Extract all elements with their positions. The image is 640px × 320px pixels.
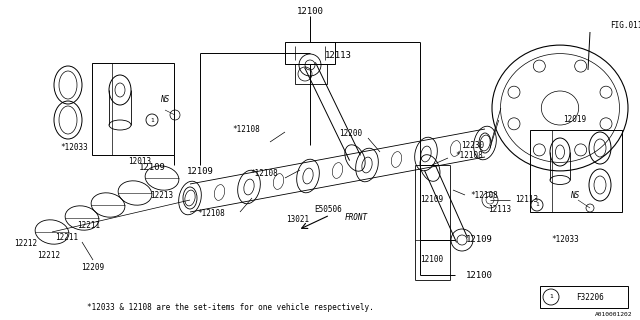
Text: *12033 & 12108 are the set-items for one vehicle respectively.: *12033 & 12108 are the set-items for one… — [86, 302, 373, 311]
Text: 12100: 12100 — [466, 270, 493, 279]
Text: 12109: 12109 — [187, 167, 213, 177]
Text: 12109: 12109 — [466, 236, 493, 244]
Text: NS: NS — [570, 190, 580, 199]
Text: 12200: 12200 — [339, 130, 362, 139]
Text: 12113: 12113 — [515, 196, 538, 204]
Text: F32206: F32206 — [576, 292, 604, 301]
Text: 1: 1 — [150, 117, 154, 123]
Text: E50506: E50506 — [314, 205, 342, 214]
Text: 12113: 12113 — [488, 205, 511, 214]
Text: 1: 1 — [549, 294, 553, 300]
Text: *12033: *12033 — [60, 143, 88, 153]
Text: 12211: 12211 — [55, 234, 78, 243]
Bar — [295, 64, 327, 84]
Text: FRONT: FRONT — [345, 213, 368, 222]
Text: 12019: 12019 — [563, 116, 587, 124]
Text: 13021: 13021 — [287, 215, 310, 225]
Text: *12108: *12108 — [250, 170, 278, 179]
Text: 12211: 12211 — [77, 220, 100, 229]
Text: *12108: *12108 — [455, 150, 483, 159]
Text: A010001202: A010001202 — [595, 313, 632, 317]
Text: 1: 1 — [535, 203, 539, 207]
Bar — [530, 130, 622, 212]
Text: 12212: 12212 — [14, 238, 37, 247]
Text: 12013: 12013 — [129, 157, 152, 166]
Text: FIG.011: FIG.011 — [610, 20, 640, 29]
Text: 12212: 12212 — [37, 251, 60, 260]
Text: *12108: *12108 — [232, 125, 260, 134]
Text: *12108: *12108 — [197, 209, 225, 218]
Text: 12113: 12113 — [325, 52, 352, 60]
Text: NS: NS — [161, 95, 170, 105]
Text: 12213: 12213 — [150, 190, 173, 199]
Text: 12109: 12109 — [139, 164, 166, 172]
Text: 12209: 12209 — [81, 263, 104, 273]
Text: 12100: 12100 — [296, 6, 323, 15]
Text: 12230: 12230 — [461, 140, 484, 149]
Text: 12100: 12100 — [420, 255, 444, 265]
Bar — [92, 63, 174, 155]
Text: 12109: 12109 — [420, 196, 444, 204]
Bar — [285, 42, 335, 64]
Bar — [540, 286, 628, 308]
Text: *12033: *12033 — [551, 236, 579, 244]
Text: *12108: *12108 — [470, 190, 498, 199]
